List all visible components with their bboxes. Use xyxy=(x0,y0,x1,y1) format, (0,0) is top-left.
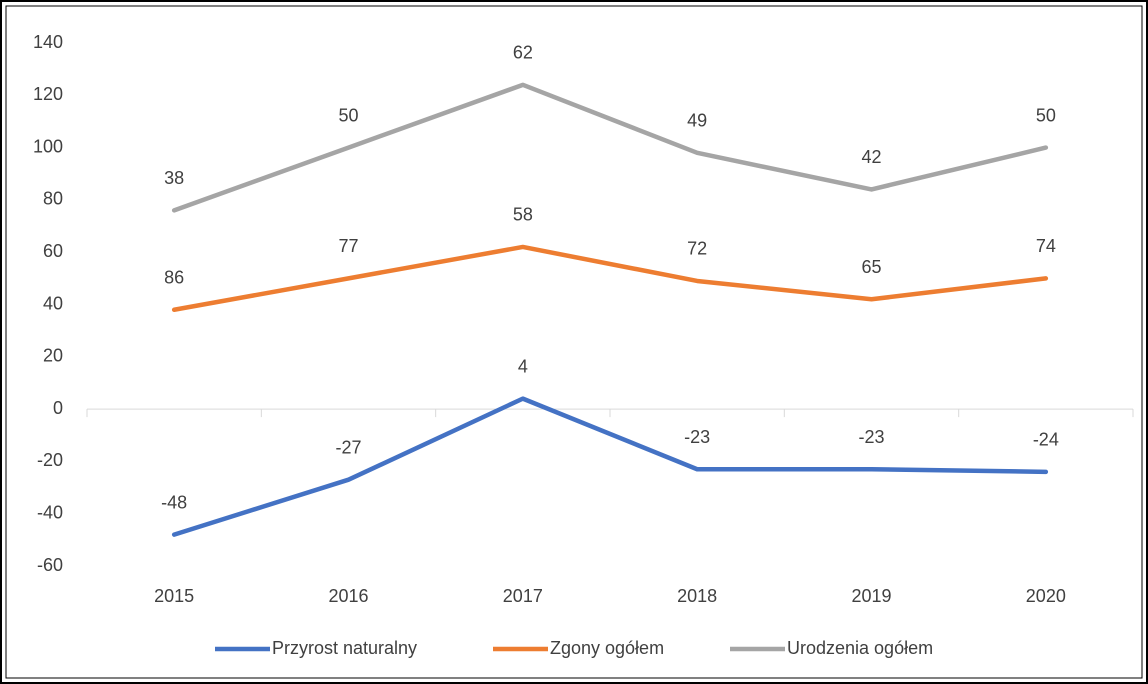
y-tick-label: 80 xyxy=(43,189,63,209)
y-tick-label: -20 xyxy=(37,450,63,470)
data-label: 4 xyxy=(518,356,528,376)
data-label: -48 xyxy=(161,492,187,512)
x-tick-label: 2017 xyxy=(503,586,543,606)
x-tick-label: 2018 xyxy=(677,586,717,606)
series-line xyxy=(171,244,1049,312)
series-line xyxy=(171,82,1049,213)
data-label: -23 xyxy=(858,427,884,447)
data-label: 50 xyxy=(338,105,358,125)
data-label: 49 xyxy=(687,111,707,131)
x-tick-label: 2016 xyxy=(328,586,368,606)
y-tick-label: 140 xyxy=(33,32,63,52)
y-tick-label: -60 xyxy=(37,555,63,575)
data-label: -27 xyxy=(335,437,361,457)
y-tick-label: 20 xyxy=(43,346,63,366)
data-label: 58 xyxy=(513,205,533,225)
x-tick-label: 2020 xyxy=(1026,586,1066,606)
y-tick-label: 60 xyxy=(43,241,63,261)
legend-label: Urodzenia ogółem xyxy=(787,638,933,658)
legend-label: Przyrost naturalny xyxy=(272,638,417,658)
y-tick-label: 40 xyxy=(43,293,63,313)
data-label: 50 xyxy=(1036,105,1056,125)
data-label: 77 xyxy=(338,236,358,256)
data-label: -23 xyxy=(684,427,710,447)
inner-border xyxy=(5,5,1143,679)
data-label: 86 xyxy=(164,267,184,287)
y-tick-label: -40 xyxy=(37,502,63,522)
y-tick-label: 0 xyxy=(53,398,63,418)
data-label: -24 xyxy=(1033,430,1059,450)
data-label: 42 xyxy=(861,147,881,167)
data-label: 74 xyxy=(1036,236,1056,256)
series-line xyxy=(171,396,1049,537)
x-tick-label: 2015 xyxy=(154,586,194,606)
data-label: 38 xyxy=(164,168,184,188)
data-label: 62 xyxy=(513,43,533,63)
x-tick-label: 2019 xyxy=(851,586,891,606)
data-label: 72 xyxy=(687,239,707,259)
y-tick-label: 120 xyxy=(33,84,63,104)
legend-label: Zgony ogółem xyxy=(550,638,664,658)
y-tick-label: 100 xyxy=(33,136,63,156)
data-label: 65 xyxy=(861,257,881,277)
